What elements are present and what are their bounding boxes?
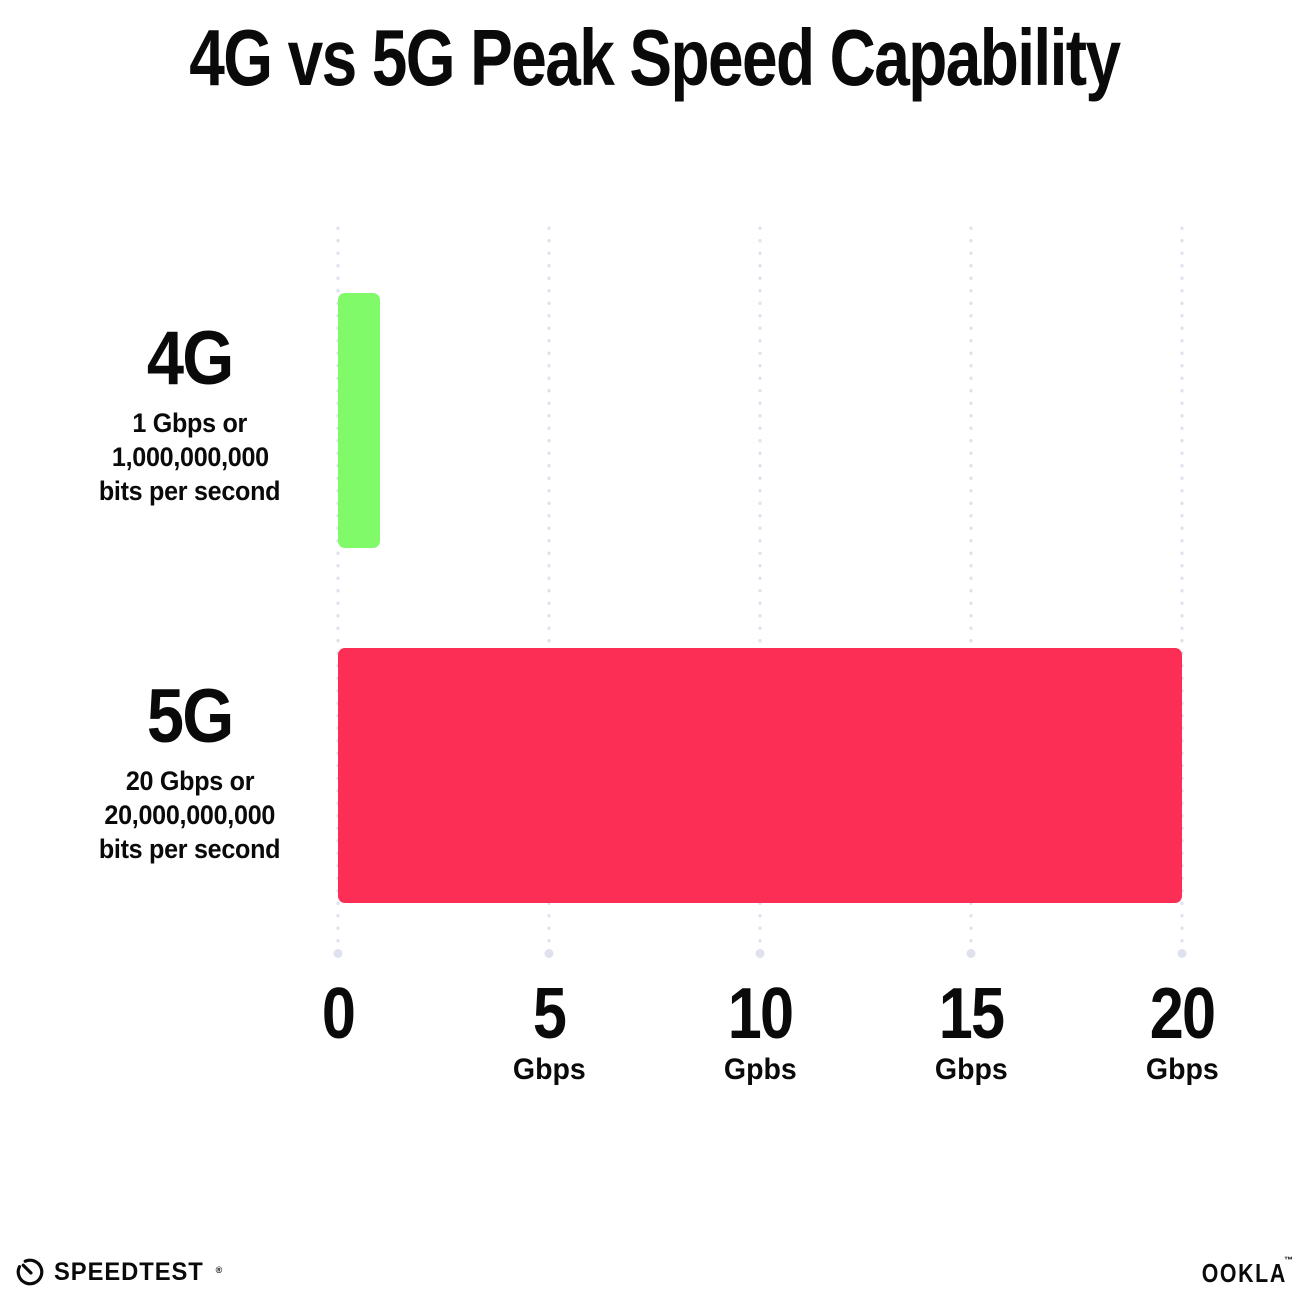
row-label-5g-sub-line: 20,000,000,000 bbox=[104, 800, 276, 830]
ookla-logo: OOKLA™ bbox=[1183, 1255, 1298, 1289]
x-tick-5: 5 Gbps bbox=[439, 976, 659, 1086]
x-tick-0-unit bbox=[228, 1054, 448, 1086]
page-title: 4G vs 5G Peak Speed Capability bbox=[0, 16, 1308, 100]
x-tick-0-value: 0 bbox=[321, 974, 356, 1054]
page-title-text: 4G vs 5G Peak Speed Capability bbox=[188, 13, 1121, 102]
row-label-4g: 4G 1 Gbps or 1,000,000,000 bits per seco… bbox=[40, 318, 340, 508]
row-label-5g: 5G 20 Gbps or 20,000,000,000 bits per se… bbox=[40, 676, 340, 866]
x-tick-10: 10 Gpbs bbox=[650, 976, 870, 1086]
x-tick-20: 20 Gbps bbox=[1072, 976, 1292, 1086]
bar-5g bbox=[338, 648, 1182, 903]
gridline-20 bbox=[1179, 222, 1185, 948]
row-label-4g-sub-line: 1,000,000,000 bbox=[111, 442, 269, 472]
x-tick-20-value: 20 bbox=[1149, 974, 1216, 1054]
x-tick-10-value: 10 bbox=[727, 974, 794, 1054]
gridline-5 bbox=[546, 222, 552, 948]
gridline-0 bbox=[335, 222, 341, 948]
x-tick-5-unit: Gbps bbox=[512, 1053, 586, 1086]
row-label-4g-sub-line: 1 Gbps or bbox=[132, 408, 248, 438]
row-label-4g-name: 4G bbox=[147, 316, 234, 401]
row-label-4g-sub: 1 Gbps or 1,000,000,000 bits per second bbox=[40, 406, 340, 508]
row-label-5g-name: 5G bbox=[147, 674, 234, 759]
ookla-wordmark: OOKLA bbox=[1201, 1258, 1287, 1288]
x-tick-0: 0 bbox=[228, 976, 448, 1086]
x-tick-10-unit: Gpbs bbox=[723, 1053, 797, 1086]
footer: SPEEDTEST ® OOKLA™ bbox=[0, 1250, 1308, 1300]
x-tick-15-unit: Gbps bbox=[934, 1053, 1008, 1086]
speedtest-gauge-icon bbox=[16, 1258, 44, 1286]
row-label-5g-sub: 20 Gbps or 20,000,000,000 bits per secon… bbox=[40, 764, 340, 866]
speedtest-logo: SPEEDTEST ® bbox=[14, 1256, 226, 1288]
x-tick-15: 15 Gbps bbox=[861, 976, 1081, 1086]
ookla-trademark: ™ bbox=[1284, 1255, 1295, 1265]
gridline-10 bbox=[757, 222, 763, 948]
x-tick-20-unit: Gbps bbox=[1145, 1053, 1219, 1086]
row-label-5g-sub-line: 20 Gbps or bbox=[125, 766, 255, 796]
speedtest-wordmark: SPEEDTEST bbox=[54, 1257, 204, 1286]
gridline-15 bbox=[968, 222, 974, 948]
x-tick-15-value: 15 bbox=[938, 974, 1005, 1054]
x-tick-5-value: 5 bbox=[532, 974, 567, 1054]
speedtest-registered-mark: ® bbox=[215, 1265, 223, 1275]
bar-4g bbox=[338, 293, 381, 548]
row-label-4g-sub-line: bits per second bbox=[99, 476, 281, 506]
row-label-5g-sub-line: bits per second bbox=[99, 834, 281, 864]
